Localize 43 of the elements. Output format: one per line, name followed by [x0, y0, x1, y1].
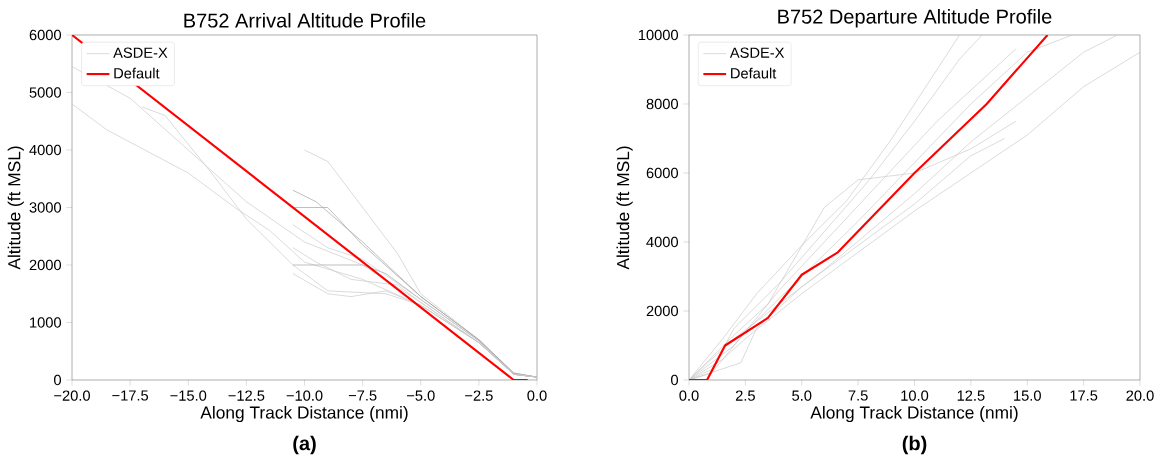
x-tick-label: 2.5 [735, 390, 755, 401]
y-tick-label: 6000 [29, 29, 62, 41]
x-tick-label: 15.0 [1014, 390, 1041, 401]
x-tick-label: −10.0 [286, 390, 323, 401]
x-tick-label: −7.5 [348, 390, 377, 401]
x-tick-label: −15.0 [170, 390, 207, 401]
y-tick-label: 8000 [646, 98, 679, 110]
x-tick-label: −2.5 [465, 390, 493, 401]
x-axis-title: Along Track Distance (nmi) [810, 405, 1018, 423]
x-tick-label: −20.0 [54, 390, 90, 401]
y-tick-label: 10000 [638, 29, 679, 41]
y-tick-label: 2000 [646, 305, 679, 317]
y-tick-label: 3000 [29, 202, 62, 213]
y-tick-label: 4000 [29, 144, 62, 156]
y-tick-label: 1000 [30, 317, 62, 328]
x-tick-label: 0.0 [679, 390, 699, 401]
legend-label: Default [731, 67, 777, 79]
x-tick-label: 12.5 [957, 390, 985, 401]
y-tick-label: 0 [671, 374, 679, 386]
y-tick-label: 4000 [646, 236, 679, 248]
y-axis-title: Altitude (ft MSL) [616, 146, 633, 270]
y-tick-label: 2000 [29, 259, 62, 271]
y-tick-label: 6000 [646, 167, 679, 179]
y-tick-label: 5000 [29, 87, 62, 98]
x-tick-label: 10.0 [901, 390, 929, 401]
legend-label: ASDE-X [729, 47, 785, 58]
y-tick-label: 0 [54, 374, 62, 386]
x-tick-label: 0.0 [527, 390, 547, 401]
x-tick-label: 17.5 [1070, 390, 1098, 401]
x-tick-label: −12.5 [228, 390, 265, 401]
chart-title: B752 Departure Altitude Profile [778, 8, 1052, 28]
text: (b) [902, 435, 927, 455]
legend-label: ASDE-X [113, 47, 168, 58]
text: (a) [293, 435, 316, 455]
x-tick-label: −17.5 [112, 390, 149, 401]
x-tick-label: 20.0 [1126, 390, 1154, 401]
legend-label: Default [114, 67, 160, 79]
x-tick-label: −5.0 [407, 390, 435, 401]
x-tick-label: 7.5 [848, 390, 868, 401]
x-tick-label: 5.0 [792, 390, 812, 401]
y-axis-title: Altitude (ft MSL) [7, 146, 24, 270]
x-axis-title: Along Track Distance (nmi) [200, 405, 408, 423]
chart-title: B752 Arrival Altitude Profile [184, 12, 426, 28]
